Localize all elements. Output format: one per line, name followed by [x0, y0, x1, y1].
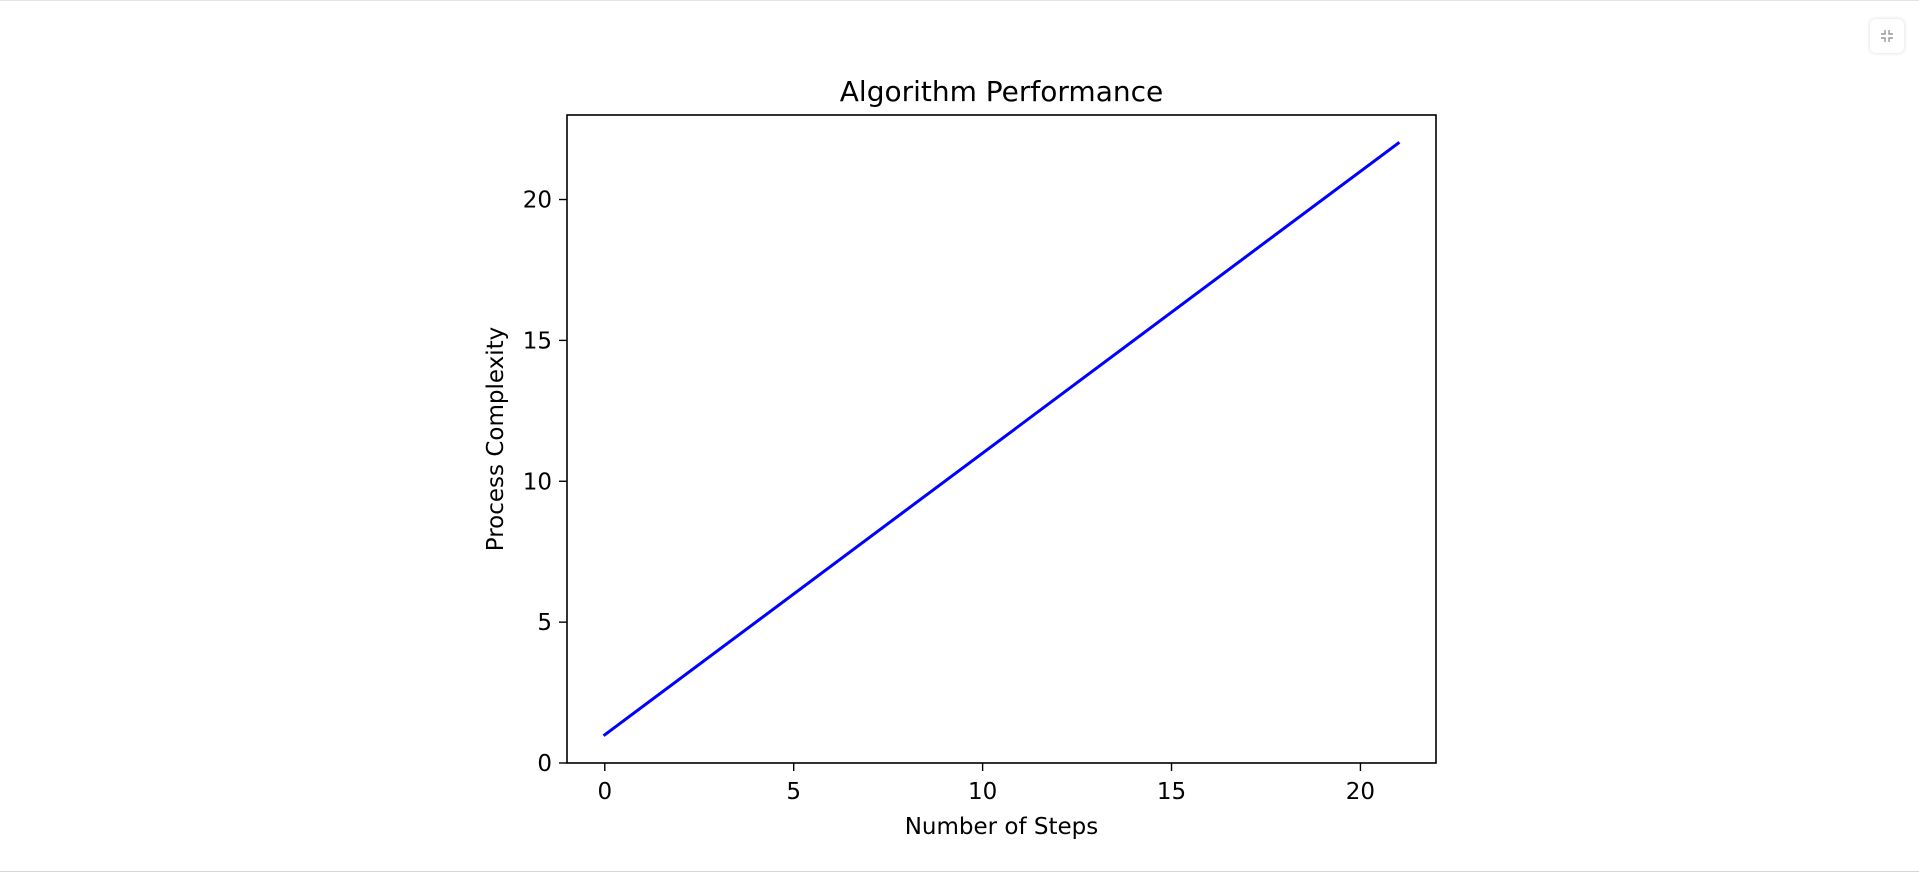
collapse-button[interactable]: [1870, 19, 1904, 53]
chart-title: Algorithm Performance: [840, 75, 1163, 108]
y-tick-label: 15: [523, 328, 552, 354]
x-tick-label: 0: [597, 779, 612, 805]
x-axis-title: Number of Steps: [905, 814, 1099, 840]
x-tick-label: 15: [1157, 779, 1186, 805]
x-tick-label: 10: [968, 779, 997, 805]
series-layer: [602, 141, 1401, 737]
collapse-icon: [1881, 30, 1893, 42]
y-axis: 0 5 10 15 20: [523, 188, 567, 777]
series-line: [602, 141, 1401, 737]
plot-area: [566, 114, 1437, 764]
y-tick-label: 20: [523, 188, 552, 214]
x-tick-label: 20: [1346, 779, 1375, 805]
x-axis: 0 5 10 15 20: [597, 763, 1375, 805]
y-axis-title: Process Complexity: [483, 327, 509, 551]
y-tick-label: 10: [523, 469, 552, 495]
y-tick-label: 5: [537, 610, 552, 636]
x-tick-label: 5: [786, 779, 801, 805]
y-tick-label: 0: [537, 751, 552, 777]
